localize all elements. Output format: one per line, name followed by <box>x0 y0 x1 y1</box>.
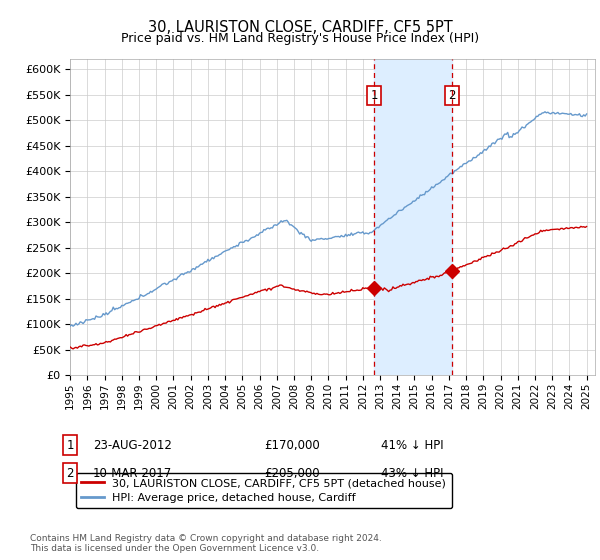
Legend: 30, LAURISTON CLOSE, CARDIFF, CF5 5PT (detached house), HPI: Average price, deta: 30, LAURISTON CLOSE, CARDIFF, CF5 5PT (d… <box>76 473 452 508</box>
Bar <box>374 59 452 375</box>
Text: 30, LAURISTON CLOSE, CARDIFF, CF5 5PT: 30, LAURISTON CLOSE, CARDIFF, CF5 5PT <box>148 20 452 35</box>
Text: 41% ↓ HPI: 41% ↓ HPI <box>381 438 443 452</box>
Text: 2: 2 <box>67 466 74 480</box>
Text: 1: 1 <box>67 438 74 452</box>
Text: 1: 1 <box>370 88 378 102</box>
Text: £170,000: £170,000 <box>264 438 320 452</box>
Text: £205,000: £205,000 <box>264 466 320 480</box>
Text: 10-MAR-2017: 10-MAR-2017 <box>93 466 172 480</box>
Text: 43% ↓ HPI: 43% ↓ HPI <box>381 466 443 480</box>
Text: Price paid vs. HM Land Registry's House Price Index (HPI): Price paid vs. HM Land Registry's House … <box>121 32 479 45</box>
Text: 2: 2 <box>448 88 456 102</box>
Text: Contains HM Land Registry data © Crown copyright and database right 2024.
This d: Contains HM Land Registry data © Crown c… <box>30 534 382 553</box>
Text: 23-AUG-2012: 23-AUG-2012 <box>93 438 172 452</box>
